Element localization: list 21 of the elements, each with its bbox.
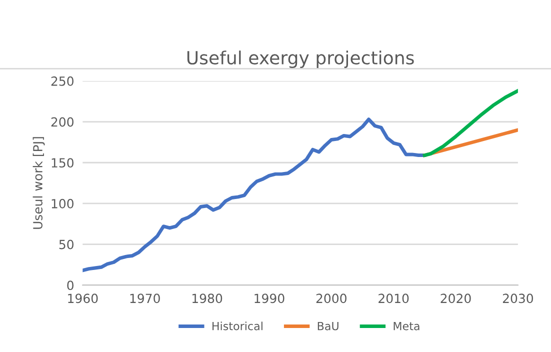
line-series — [82, 118, 426, 272]
y-tick-label: 0 — [67, 280, 74, 290]
legend-label: BaU — [318, 322, 338, 330]
line-series — [422, 89, 518, 158]
x-tick-label: 1960 — [68, 294, 98, 304]
x-tick-label: 1970 — [130, 294, 160, 304]
y-tick-label: 150 — [52, 158, 74, 168]
legend-label: Meta — [394, 322, 420, 330]
y-tick-label: 50 — [59, 240, 74, 250]
legend-label: Historical — [212, 322, 262, 330]
x-tick-label: 1980 — [192, 294, 222, 304]
x-tick-label: 2010 — [378, 294, 409, 304]
x-tick-label: 2030 — [502, 294, 534, 304]
chart-title: Useful exergy projections — [187, 50, 414, 68]
y-axis-title: Useul work [PJ] — [32, 137, 45, 229]
x-tick-label: 1990 — [254, 294, 284, 304]
x-tick-label: 2000 — [316, 294, 346, 304]
y-tick-label: 100 — [52, 198, 74, 208]
y-tick-label: 250 — [51, 76, 74, 86]
y-tick-label: 200 — [51, 117, 74, 127]
x-tick-label: 2020 — [440, 294, 471, 304]
